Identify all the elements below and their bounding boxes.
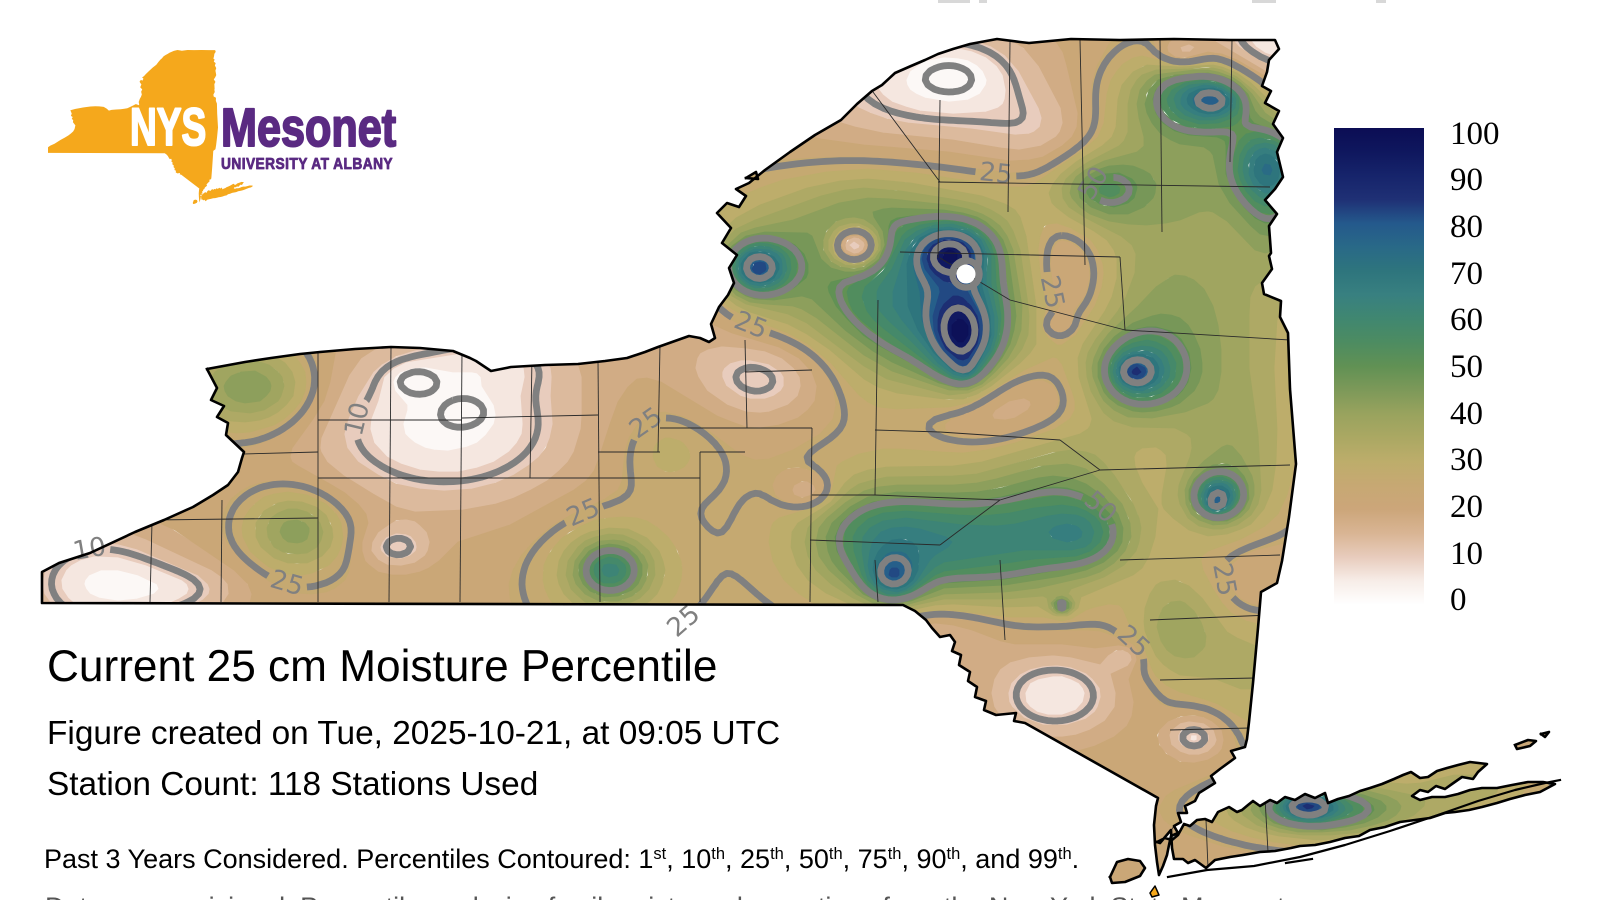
svg-text:Current 25 cm Moisture Percent: Current 25 cm Moisture Percentile	[47, 642, 717, 691]
svg-text:Mesonet: Mesonet	[221, 99, 396, 159]
svg-text:40: 40	[1450, 396, 1483, 432]
svg-text:Figure created on Tue, 2025-10: Figure created on Tue, 2025-10-21, at 09…	[47, 715, 780, 752]
svg-text:Station Count: 118 Stations Us: Station Count: 118 Stations Used	[47, 766, 538, 803]
svg-text:50: 50	[1450, 349, 1483, 385]
svg-text:NYS: NYS	[130, 97, 206, 156]
svg-text:0: 0	[1450, 582, 1467, 618]
svg-text:30: 30	[1450, 442, 1483, 478]
svg-text:70: 70	[1450, 256, 1483, 292]
svg-text:UNIVERSITY AT ALBANY: UNIVERSITY AT ALBANY	[221, 155, 393, 173]
svg-text:Past 3 Years Considered. Perce: Past 3 Years Considered. Percentiles Con…	[44, 844, 1079, 874]
svg-text:100: 100	[1450, 116, 1500, 152]
svg-text:90: 90	[1450, 162, 1483, 198]
svg-text:60: 60	[1450, 302, 1483, 338]
svg-text:20: 20	[1450, 489, 1483, 525]
svg-text:80: 80	[1450, 209, 1483, 245]
svg-text:Data are provisional. Percenti: Data are provisional. Percentile analysi…	[45, 892, 1292, 900]
svg-text:10: 10	[1450, 536, 1483, 572]
